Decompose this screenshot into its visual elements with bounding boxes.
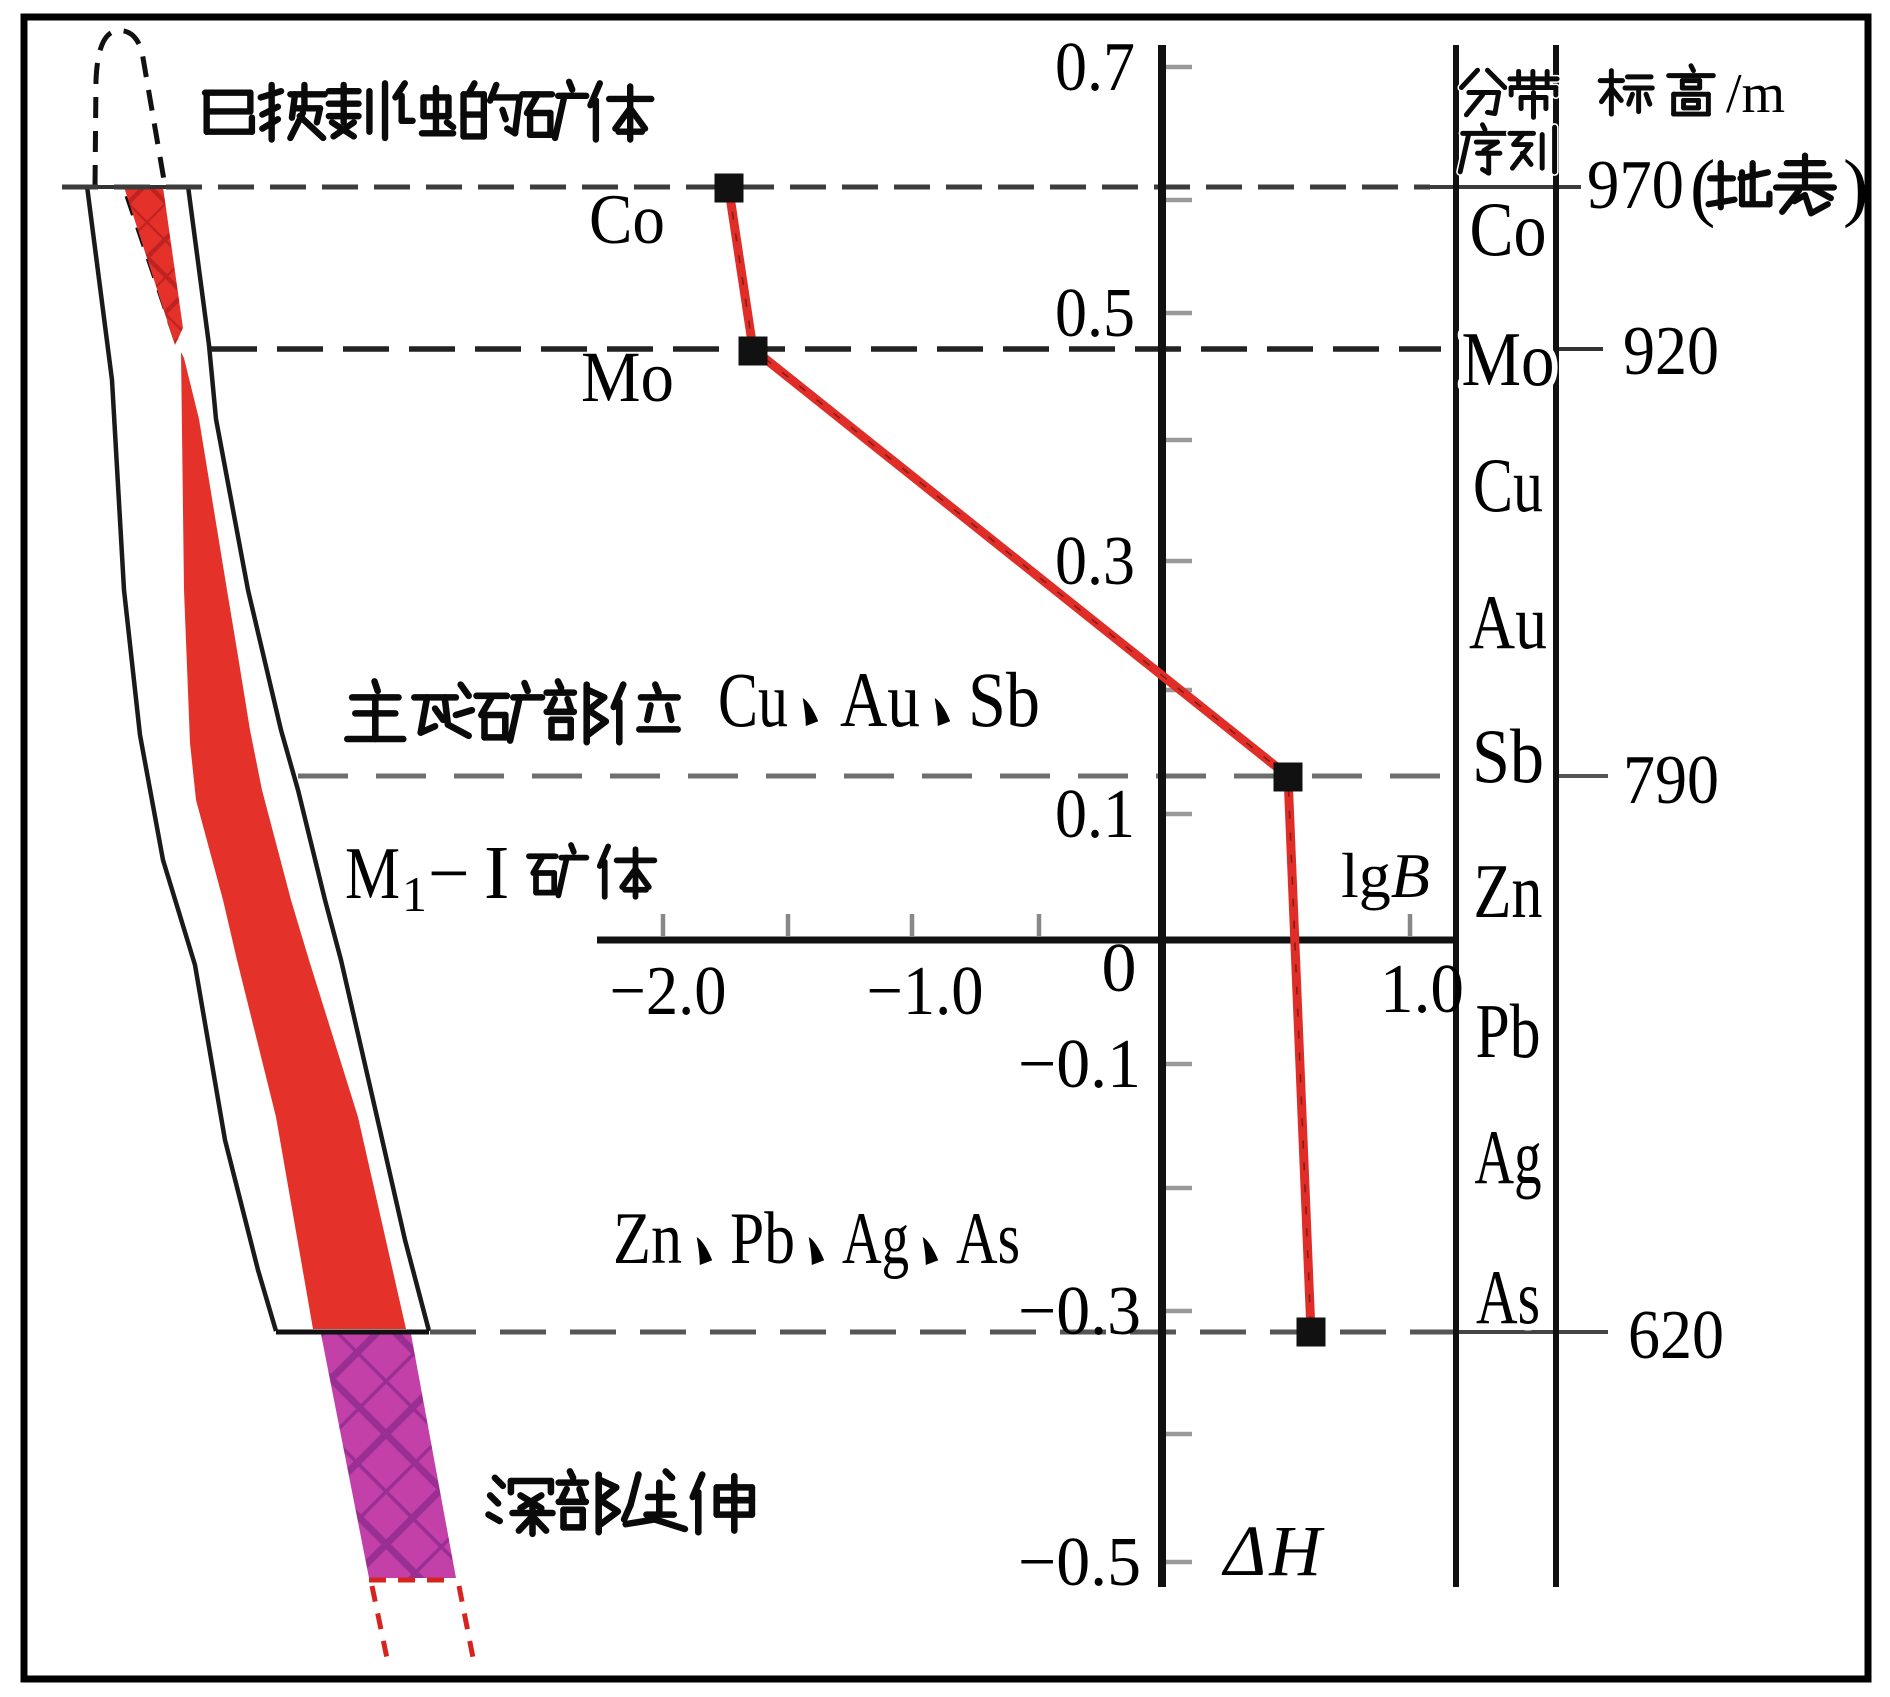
svg-text:): ) [1843,145,1868,229]
svg-text:Au: Au [1469,579,1547,665]
svg-text:−0.5: −0.5 [1018,1524,1141,1601]
svg-text:1.0: 1.0 [1380,951,1464,1028]
svg-text:Ag: Ag [1475,1114,1542,1200]
svg-text:0.5: 0.5 [1055,275,1135,352]
svg-text:ΔH: ΔH [1221,1511,1325,1591]
svg-text:Sb: Sb [1472,713,1544,799]
svg-text:As: As [1476,1254,1540,1340]
svg-text:Zn: Zn [613,1198,682,1280]
svg-text:1: 1 [402,866,427,922]
svg-text:Pb: Pb [1476,988,1541,1074]
svg-text:790: 790 [1623,742,1719,819]
svg-text:970: 970 [1587,147,1684,224]
svg-text:I: I [484,831,509,915]
svg-text:0.1: 0.1 [1055,776,1135,853]
svg-text:lgB: lgB [1341,840,1430,911]
svg-text:Co: Co [589,181,665,259]
svg-text:Ag: Ag [842,1198,909,1280]
svg-text:M: M [345,833,400,915]
svg-text:−: − [428,833,470,915]
svg-text:−1.0: −1.0 [867,953,984,1030]
svg-text:Mo: Mo [1462,316,1555,402]
svg-text:620: 620 [1628,1297,1724,1374]
svg-text:Mo: Mo [581,337,674,417]
svg-text:0.3: 0.3 [1055,523,1135,600]
svg-text:920: 920 [1623,313,1719,390]
svg-text:Cu: Cu [1473,442,1543,528]
svg-text:0.7: 0.7 [1055,29,1135,106]
svg-text:Co: Co [1470,186,1547,272]
svg-text:Sb: Sb [968,656,1040,743]
svg-text:As: As [956,1198,1020,1280]
svg-text:Au: Au [840,656,920,743]
svg-text:−0.1: −0.1 [1018,1026,1141,1103]
svg-text:Zn: Zn [1474,848,1543,934]
svg-text:0: 0 [1102,930,1137,1007]
svg-text:Cu: Cu [718,656,788,743]
svg-text:−0.3: −0.3 [1018,1273,1141,1350]
svg-text:−2.0: −2.0 [610,953,727,1030]
svg-text:Pb: Pb [730,1198,795,1280]
svg-text:/m: /m [1726,63,1785,125]
svg-text:(: ( [1690,145,1715,229]
